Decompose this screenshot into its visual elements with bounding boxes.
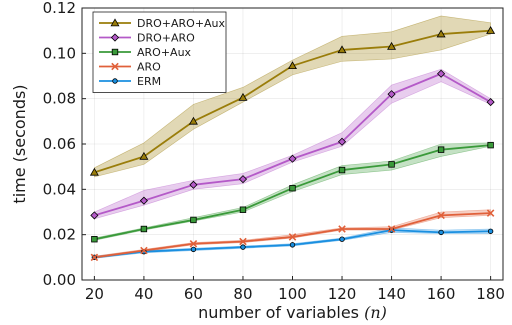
point-aro-aux <box>388 161 395 168</box>
legend-marker <box>112 78 118 84</box>
point-dro-aro-aux <box>139 151 149 160</box>
y-tick-label: 0.04 <box>43 180 76 198</box>
x-axis-label: number of variables (n) <box>198 303 387 322</box>
point-aro <box>486 209 495 217</box>
point-dro-aro <box>437 69 446 78</box>
point-erm <box>141 248 147 255</box>
point-aro <box>239 237 247 246</box>
y-tick-label: 0.00 <box>43 271 76 289</box>
point-aro-aux <box>338 166 346 174</box>
x-axis-ticks: 20 40 60 80 100 120 140 160 180 <box>85 276 505 303</box>
legend-label: ARO <box>137 61 161 74</box>
point-aro <box>437 211 445 220</box>
point-erm <box>388 227 395 233</box>
x-tick-label: 80 <box>233 285 252 303</box>
point-aro-aux <box>487 141 494 149</box>
band-dro-aro-aux <box>94 15 491 178</box>
point-erm <box>190 246 197 253</box>
point-dro-aro <box>90 211 99 220</box>
point-aro-aux <box>437 146 445 153</box>
point-dro-aro-aux <box>337 45 347 54</box>
y-axis-ticks: 0.00 0.02 0.04 0.06 0.08 0.10 0.12 <box>43 0 86 289</box>
x-tick-label: 120 <box>328 285 357 303</box>
point-dro-aro <box>189 180 198 189</box>
y-tick-label: 0.08 <box>43 90 76 108</box>
legend-marker <box>110 33 120 42</box>
legend-item-aro: ARO <box>99 61 161 74</box>
point-aro-aux <box>289 184 296 192</box>
point-dro-aro-aux <box>486 26 496 34</box>
point-erm <box>438 229 444 236</box>
x-tick-label: 160 <box>427 285 456 303</box>
x-tick-label: 40 <box>134 285 153 303</box>
x-tick-label: 180 <box>476 285 505 303</box>
point-erm <box>339 236 345 242</box>
point-aro-aux <box>91 235 98 243</box>
point-erm <box>487 228 494 234</box>
point-aro <box>288 233 297 241</box>
legend-marker <box>111 62 119 71</box>
legend-label: ERM <box>137 75 161 88</box>
legend-marker <box>111 48 119 56</box>
x-tick-label: 140 <box>377 285 406 303</box>
point-dro-aro-aux <box>89 167 99 176</box>
x-tick-label: 20 <box>85 285 104 303</box>
y-tick-label: 0.10 <box>43 44 76 62</box>
point-aro-aux <box>239 206 247 213</box>
point-erm <box>289 242 296 248</box>
point-aro <box>189 239 198 248</box>
y-tick-label: 0.02 <box>43 226 76 244</box>
point-dro-aro <box>288 154 297 163</box>
legend-item-aro-aux: ARO+Aux <box>99 46 192 59</box>
x-axis-label-variable: (n) <box>364 303 387 322</box>
legend-item-erm: ERM <box>99 75 161 88</box>
point-dro-aro-aux <box>238 92 248 101</box>
point-aro <box>338 225 346 233</box>
legend-item-dro-aro-aux: DRO+ARO+Aux <box>99 17 226 30</box>
legend-marker <box>110 18 120 27</box>
point-erm <box>240 244 246 250</box>
y-tick-label: 0.12 <box>43 0 76 17</box>
point-dro-aro-aux <box>387 41 397 50</box>
point-aro <box>387 225 396 233</box>
point-dro-aro <box>337 137 347 146</box>
point-dro-aro-aux <box>188 116 198 125</box>
point-aro <box>140 246 148 255</box>
legend-item-dro-aro: DRO+ARO <box>99 32 195 45</box>
y-axis-label: time (seconds) <box>10 84 29 203</box>
x-tick-label: 100 <box>278 285 307 303</box>
point-dro-aro <box>387 90 396 99</box>
legend-label: DRO+ARO <box>137 32 195 45</box>
point-aro-aux <box>190 216 197 224</box>
legend-label: DRO+ARO+Aux <box>137 17 226 30</box>
point-aro <box>90 253 99 262</box>
series-markers <box>89 26 496 262</box>
x-axis-label-text: number of variables <box>198 303 364 322</box>
x-tick-label: 60 <box>184 285 203 303</box>
point-dro-aro-aux <box>288 61 297 70</box>
point-dro-aro <box>238 175 248 184</box>
point-dro-aro <box>139 196 148 205</box>
legend-label: ARO+Aux <box>137 46 192 59</box>
point-dro-aro-aux <box>436 29 446 38</box>
point-aro-aux <box>140 225 148 233</box>
point-dro-aro <box>486 98 495 107</box>
y-tick-label: 0.06 <box>43 135 76 153</box>
